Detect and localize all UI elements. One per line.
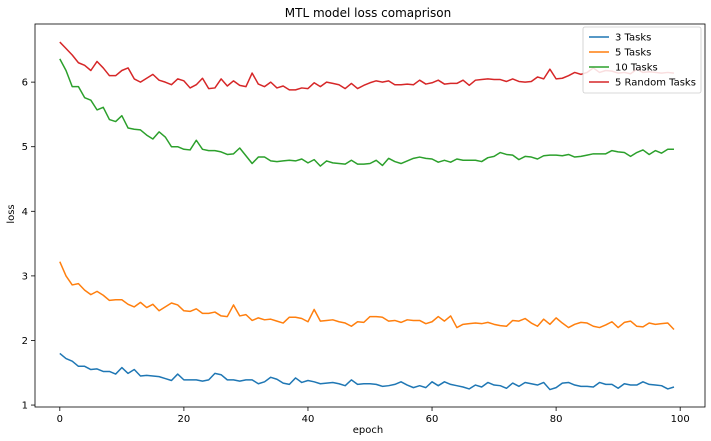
x-tick-label: 100: [671, 414, 690, 425]
y-tick-label: 5: [22, 142, 28, 153]
y-tick-label: 4: [22, 207, 28, 218]
y-tick-label: 2: [22, 336, 28, 347]
chart-title: MTL model loss comaprison: [285, 6, 451, 20]
ticks-layer: 0 20 40 60 80 100 1 2 3 4 5 6: [22, 78, 690, 425]
series-layer: [59, 41, 675, 391]
plot-frame: [34, 23, 706, 408]
legend-label: 5 Tasks: [615, 48, 651, 59]
y-tick-label: 6: [22, 78, 28, 89]
x-tick-label: 80: [550, 414, 563, 425]
x-tick-label: 20: [178, 414, 191, 425]
legend: 3 Tasks 5 Tasks 10 Tasks 5 Random Tasks: [582, 26, 702, 94]
y-tick-label: 1: [22, 401, 28, 412]
x-tick-label: 40: [302, 414, 315, 425]
x-tick-label: 0: [57, 414, 63, 425]
series-line-5-tasks: [59, 261, 675, 331]
series-line-3-tasks: [59, 352, 675, 391]
y-tick-label: 3: [22, 271, 28, 282]
legend-label: 5 Random Tasks: [615, 78, 696, 89]
series-line-5-random-tasks: [59, 41, 675, 91]
series-line-10-tasks: [59, 58, 674, 167]
legend-label: 10 Tasks: [615, 63, 658, 74]
y-axis-title: loss: [6, 204, 17, 223]
x-axis-title: epoch: [353, 425, 383, 436]
x-tick-label: 60: [426, 414, 439, 425]
legend-label: 3 Tasks: [615, 33, 651, 44]
legend-box: [582, 26, 702, 94]
plot-area: [34, 23, 706, 408]
